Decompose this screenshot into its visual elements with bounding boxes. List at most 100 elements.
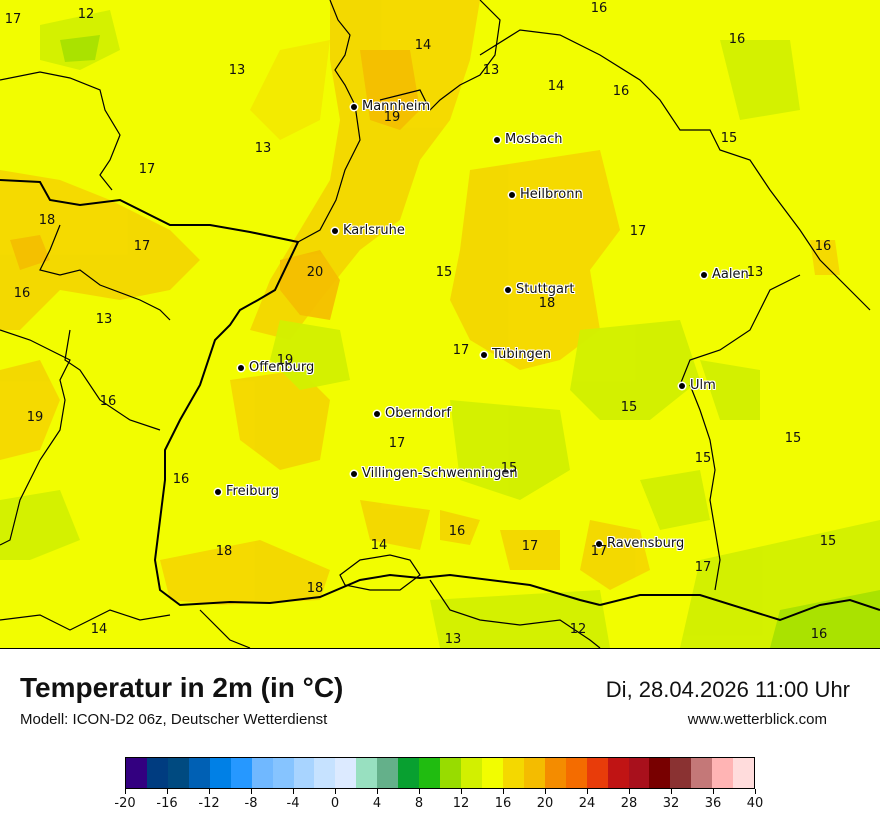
colorbar-tick-mark [503, 789, 504, 794]
colorbar-bin [251, 758, 273, 788]
website-link[interactable]: www.wetterblick.com [687, 711, 827, 728]
colorbar-tick-mark [209, 789, 210, 794]
temperature-value: 19 [26, 410, 44, 425]
colorbar-bin [523, 758, 545, 788]
colorbar-bin [167, 758, 189, 788]
colorbar-tick-label: 8 [414, 796, 424, 811]
temperature-value: 13 [254, 141, 272, 156]
temperature-value: 16 [612, 84, 630, 99]
colorbar-bin [146, 758, 168, 788]
city-label: Stuttgart [505, 283, 574, 297]
city-label: Villingen-Schwenningen [351, 467, 518, 481]
colorbar-bin [398, 758, 420, 788]
temperature-value: 13 [444, 632, 462, 647]
city-label: Freiburg [215, 485, 279, 499]
temperature-value: 17 [4, 12, 22, 27]
colorbar-tick-label: -12 [198, 796, 220, 811]
temperature-value: 14 [370, 538, 388, 553]
model-info: Modell: ICON-D2 06z, Deutscher Wetterdie… [20, 711, 328, 728]
temperature-value: 16 [590, 1, 608, 16]
colorbar-bin [335, 758, 357, 788]
colorbar-bin [649, 758, 671, 788]
city-label: Ravensburg [596, 537, 684, 551]
colorbar-tick-mark [629, 789, 630, 794]
city-label: Tübingen [481, 348, 551, 362]
colorbar-bin [440, 758, 461, 788]
colorbar-bin [502, 758, 524, 788]
temperature-value: 17 [133, 239, 151, 254]
city-name: Ravensburg [607, 536, 685, 551]
city-marker-icon [215, 488, 221, 495]
colorbar-tick-label: 24 [578, 796, 596, 811]
temperature-value: 14 [547, 79, 565, 94]
temperature-value: 15 [620, 400, 638, 415]
city-label: Offenburg [238, 361, 314, 375]
city-label: Aalen [701, 268, 749, 282]
colorbar-bin [670, 758, 692, 788]
colorbar-bin [188, 758, 210, 788]
temperature-value: 16 [728, 32, 746, 47]
city-name: Freiburg [226, 484, 280, 499]
colorbar-bin [377, 758, 399, 788]
colorbar-ticks: -20 -16 -12 -8 -4 0 4 8 12 16 20 24 28 32 36 40 [114, 789, 763, 819]
temperature-value: 15 [694, 451, 712, 466]
city-name: Tübingen [492, 347, 551, 362]
colorbar-tick-label: 40 [746, 796, 764, 811]
colorbar-bin [712, 758, 734, 788]
temperature-value: 18 [38, 213, 56, 228]
temperature-value: 16 [814, 239, 832, 254]
city-label: Karlsruhe [332, 224, 405, 238]
colorbar-tick-mark [461, 789, 462, 794]
temperature-value: 13 [746, 265, 764, 280]
temperature-value: 19 [383, 110, 401, 125]
city-name: Ulm [690, 378, 716, 393]
colorbar-bin [461, 758, 482, 788]
temperature-value: 17 [629, 224, 647, 239]
temperature-value: 12 [569, 622, 587, 637]
temperature-value: 16 [172, 472, 190, 487]
temperature-value: 13 [95, 312, 113, 327]
temperature-value: 15 [784, 431, 802, 446]
city-marker-icon [481, 351, 487, 358]
colorbar-tick-mark [251, 789, 252, 794]
colorbar-tick-mark [545, 789, 546, 794]
temperature-value: 16 [13, 286, 31, 301]
colorbar-tick-mark [377, 789, 378, 794]
city-name: Villingen-Schwenningen [362, 466, 518, 481]
temperature-value: 18 [538, 296, 556, 311]
forecast-datetime: Di, 28.04.2026 11:00 Uhr [605, 677, 850, 702]
colorbar-bin [565, 758, 587, 788]
colorbar-bin [419, 758, 441, 788]
temperature-value: 18 [215, 544, 233, 559]
city-name: Mannheim [362, 99, 431, 114]
colorbar-tick-label: 4 [372, 796, 382, 811]
colorbar-bin [607, 758, 629, 788]
colorbar-tick-mark [125, 789, 126, 794]
city-marker-icon [374, 410, 380, 417]
colorbar-bin [586, 758, 608, 788]
temperature-value: 17 [388, 436, 406, 451]
colorbar-bin [691, 758, 713, 788]
colorbar-tick-label: 12 [452, 796, 470, 811]
temperature-value: 17 [521, 539, 539, 554]
city-label: Ulm [679, 379, 716, 393]
city-marker-icon [596, 540, 602, 547]
temperature-value: 15 [500, 461, 518, 476]
city-marker-icon [351, 470, 357, 477]
colorbar-tick-label: 20 [536, 796, 554, 811]
temperature-value: 12 [77, 7, 95, 22]
colorbar-tick-mark [419, 789, 420, 794]
city-marker-icon [351, 103, 357, 110]
colorbar-bin [544, 758, 566, 788]
city-name: Stuttgart [516, 282, 575, 297]
city-name: Heilbronn [520, 187, 583, 202]
colorbar-tick-label: 0 [330, 796, 340, 811]
city-marker-icon [238, 364, 244, 371]
temperature-value: 15 [720, 131, 738, 146]
colorbar-tick-label: 16 [494, 796, 512, 811]
colorbar-tick-mark [587, 789, 588, 794]
colorbar-tick-mark [335, 789, 336, 794]
colorbar-tick-mark [167, 789, 168, 794]
temperature-map[interactable]: Mannheim Mosbach Heilbronn Karlsruhe Stuttga… [0, 0, 880, 649]
colorbar-tick-label: 36 [704, 796, 722, 811]
